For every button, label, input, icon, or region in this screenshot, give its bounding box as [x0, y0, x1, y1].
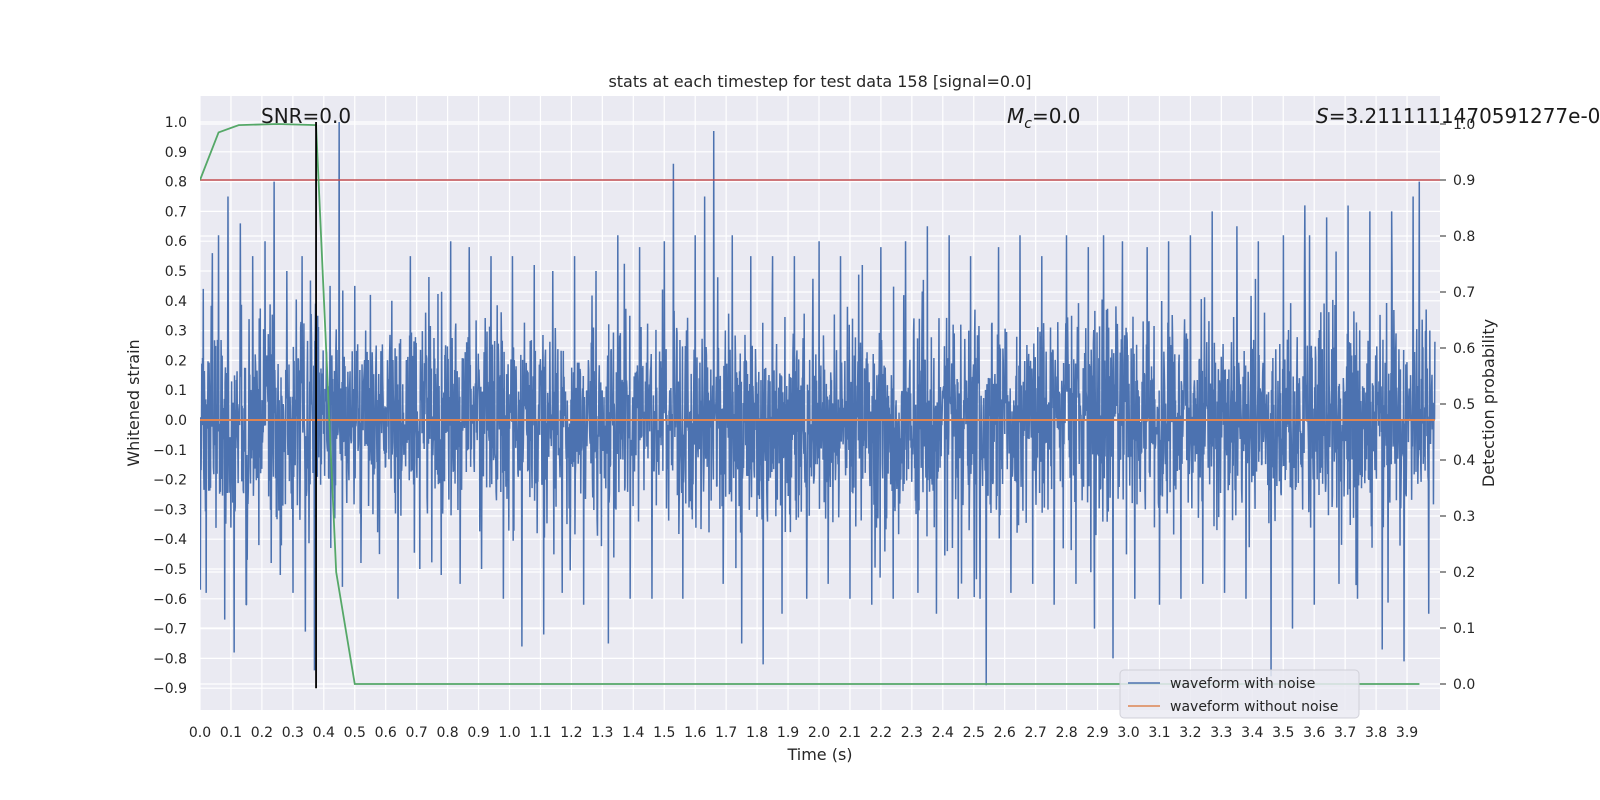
x-tick-label: 2.5: [963, 725, 985, 741]
x-tick-label: 0.5: [344, 725, 366, 741]
x-tick-label: 2.3: [901, 725, 923, 741]
x-tick-label: 1.7: [715, 725, 737, 741]
x-tick-label: 0.0: [189, 725, 211, 741]
x-tick-label: 1.6: [684, 725, 706, 741]
s-annotation: S=3.2111111470591277e-05: [1316, 104, 1600, 128]
y-axis-ticks: 1.0 0.9 0.8 0.7 0.6 0.5 0.4 0.3 0.2 0.1 0.0 −0.1 −0.…: [153, 115, 187, 697]
x-tick-label: 3.1: [1148, 725, 1170, 741]
snr-annotation: SNR=0.0: [261, 104, 351, 128]
x-tick-label: 2.6: [994, 725, 1016, 741]
x-tick-label: 2.8: [1055, 725, 1077, 741]
y-tick-label: 0.2: [165, 353, 187, 369]
x-tick-label: 3.4: [1241, 725, 1263, 741]
y-tick-label: 1.0: [165, 115, 187, 131]
x-tick-label: 0.6: [375, 725, 397, 741]
y-axis-label: Whitened strain: [124, 339, 143, 466]
x-tick-label: 2.2: [870, 725, 892, 741]
x-tick-label: 0.7: [406, 725, 428, 741]
y-tick-label: 0.0: [165, 413, 187, 429]
chirp-mass-value: =0.0: [1032, 104, 1081, 128]
series-layer: [200, 121, 1440, 689]
x-tick-label: 1.4: [622, 725, 644, 741]
y-tick-label: 0.1: [165, 383, 187, 399]
x-tick-label: 1.2: [560, 725, 582, 741]
chirp-mass-annotation: Mc=0.0: [1007, 104, 1081, 132]
y2-axis-label: Detection probability: [1479, 319, 1498, 487]
y-tick-label: −0.7: [153, 622, 187, 638]
chirp-mass-symbol: M: [1007, 104, 1024, 128]
x-tick-label: 3.0: [1117, 725, 1139, 741]
y2-tick-label: 0.8: [1453, 229, 1475, 245]
x-tick-label: 2.4: [932, 725, 954, 741]
x-tick-label: 0.2: [251, 725, 273, 741]
y2-tick-label: 0.7: [1453, 285, 1475, 301]
x-tick-label: 2.0: [808, 725, 830, 741]
x-tick-label: 3.2: [1179, 725, 1201, 741]
y-tick-label: 0.4: [165, 294, 187, 310]
x-tick-label: 2.1: [839, 725, 861, 741]
x-tick-label: 1.5: [653, 725, 675, 741]
y2-axis-ticks: 1.0 0.9 0.8 0.7 0.6 0.5 0.4 0.3 0.2 0.1 0.0: [1440, 117, 1475, 693]
x-tick-label: 3.5: [1272, 725, 1294, 741]
legend-box: [1119, 669, 1360, 719]
y2-tick-label: 0.3: [1453, 509, 1475, 525]
x-tick-label: 2.9: [1086, 725, 1108, 741]
y-tick-label: −0.4: [153, 532, 187, 548]
y-tick-label: 0.6: [165, 234, 187, 250]
s-symbol: S: [1316, 104, 1329, 128]
x-tick-label: 0.4: [313, 725, 335, 741]
y2-tick-label: 0.1: [1453, 621, 1475, 637]
y2-tick-label: 1.0: [1453, 117, 1475, 133]
y-tick-label: −0.9: [153, 681, 187, 697]
y-tick-label: −0.2: [153, 473, 187, 489]
x-tick-label: 2.7: [1025, 725, 1047, 741]
series-waveform-with-noise: [200, 121, 1436, 686]
x-tick-label: 0.1: [220, 725, 242, 741]
y-tick-label: −0.1: [153, 443, 187, 459]
x-tick-label: 0.8: [436, 725, 458, 741]
s-value: =3.2111111470591277e-05: [1329, 104, 1600, 128]
y2-tick-label: 0.9: [1453, 173, 1475, 189]
y2-tick-label: 0.6: [1453, 341, 1475, 357]
x-tick-label: 1.0: [498, 725, 520, 741]
y-tick-label: −0.5: [153, 562, 187, 578]
y-tick-label: 0.3: [165, 324, 187, 340]
x-tick-label: 0.3: [282, 725, 304, 741]
y-tick-label: −0.8: [153, 651, 187, 667]
x-tick-label: 0.9: [467, 725, 489, 741]
x-axis-label: Time (s): [786, 745, 852, 764]
x-tick-label: 3.8: [1365, 725, 1387, 741]
chirp-mass-subscript: c: [1024, 116, 1032, 132]
y2-tick-label: 0.2: [1453, 565, 1475, 581]
y-tick-label: 0.5: [165, 264, 187, 280]
legend-label-waveform-without-noise: waveform without noise: [1170, 699, 1338, 715]
y-tick-label: −0.6: [153, 592, 187, 608]
y2-tick-label: 0.5: [1453, 397, 1475, 413]
legend-label-waveform-with-noise: waveform with noise: [1170, 676, 1315, 692]
legend: waveform with noise waveform without noi…: [1119, 669, 1360, 719]
x-tick-label: 3.7: [1334, 725, 1356, 741]
x-tick-label: 3.6: [1303, 725, 1325, 741]
x-tick-label: 3.3: [1210, 725, 1232, 741]
y2-tick-label: 0.0: [1453, 677, 1475, 693]
y-tick-label: 0.8: [165, 175, 187, 191]
y2-tick-label: 0.4: [1453, 453, 1475, 469]
x-tick-label: 1.1: [529, 725, 551, 741]
x-tick-label: 1.9: [777, 725, 799, 741]
x-tick-label: 1.8: [746, 725, 768, 741]
x-axis-ticks: 0.0 0.1 0.2 0.3 0.4 0.5 0.6 0.7 0.8 0.9 1.0 1.1 1.2 1…: [189, 725, 1418, 741]
y-tick-label: 0.9: [165, 145, 187, 161]
chart-title: stats at each timestep for test data 158…: [608, 72, 1031, 91]
x-tick-label: 3.9: [1396, 725, 1418, 741]
x-tick-label: 1.3: [591, 725, 613, 741]
y-tick-label: 0.7: [165, 204, 187, 220]
y-tick-label: −0.3: [153, 502, 187, 518]
